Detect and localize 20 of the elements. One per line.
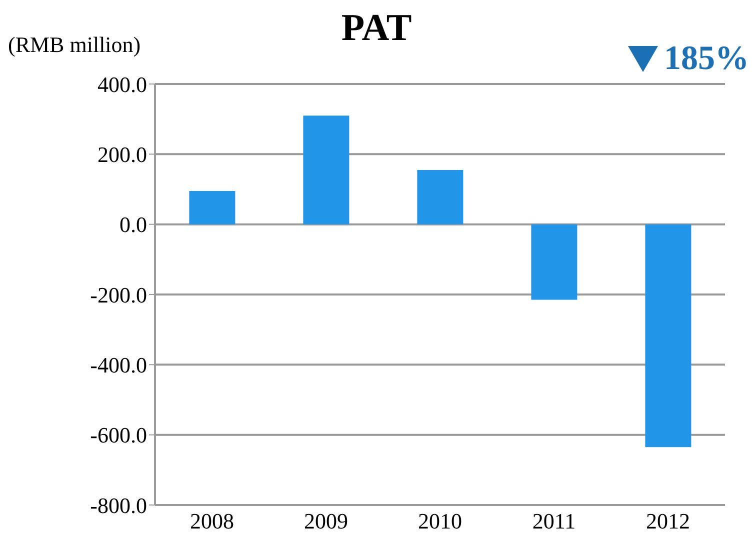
y-axis-title: (RMB million) <box>8 32 141 58</box>
x-tick-label: 2009 <box>304 508 348 534</box>
y-tick-label: 400.0 <box>98 72 147 97</box>
y-tick-label: 0.0 <box>120 212 147 238</box>
chart-title: PAT <box>341 7 412 49</box>
bar <box>417 170 464 224</box>
bar <box>645 224 692 448</box>
y-tick-label: 200.0 <box>98 142 147 167</box>
x-tick-label: 2008 <box>190 508 234 534</box>
x-tick-label: 2011 <box>532 508 576 534</box>
text: 185% <box>664 40 749 78</box>
y-tick-label: -800.0 <box>90 492 147 518</box>
y-tick-label: -200.0 <box>90 282 147 308</box>
x-tick-label: 2012 <box>646 508 690 534</box>
bar <box>303 116 350 224</box>
y-tick-label: -600.0 <box>90 422 147 448</box>
y-tick-label: -400.0 <box>90 352 147 378</box>
bar <box>189 191 236 224</box>
bar <box>531 224 578 300</box>
x-tick-label: 2010 <box>418 508 462 534</box>
